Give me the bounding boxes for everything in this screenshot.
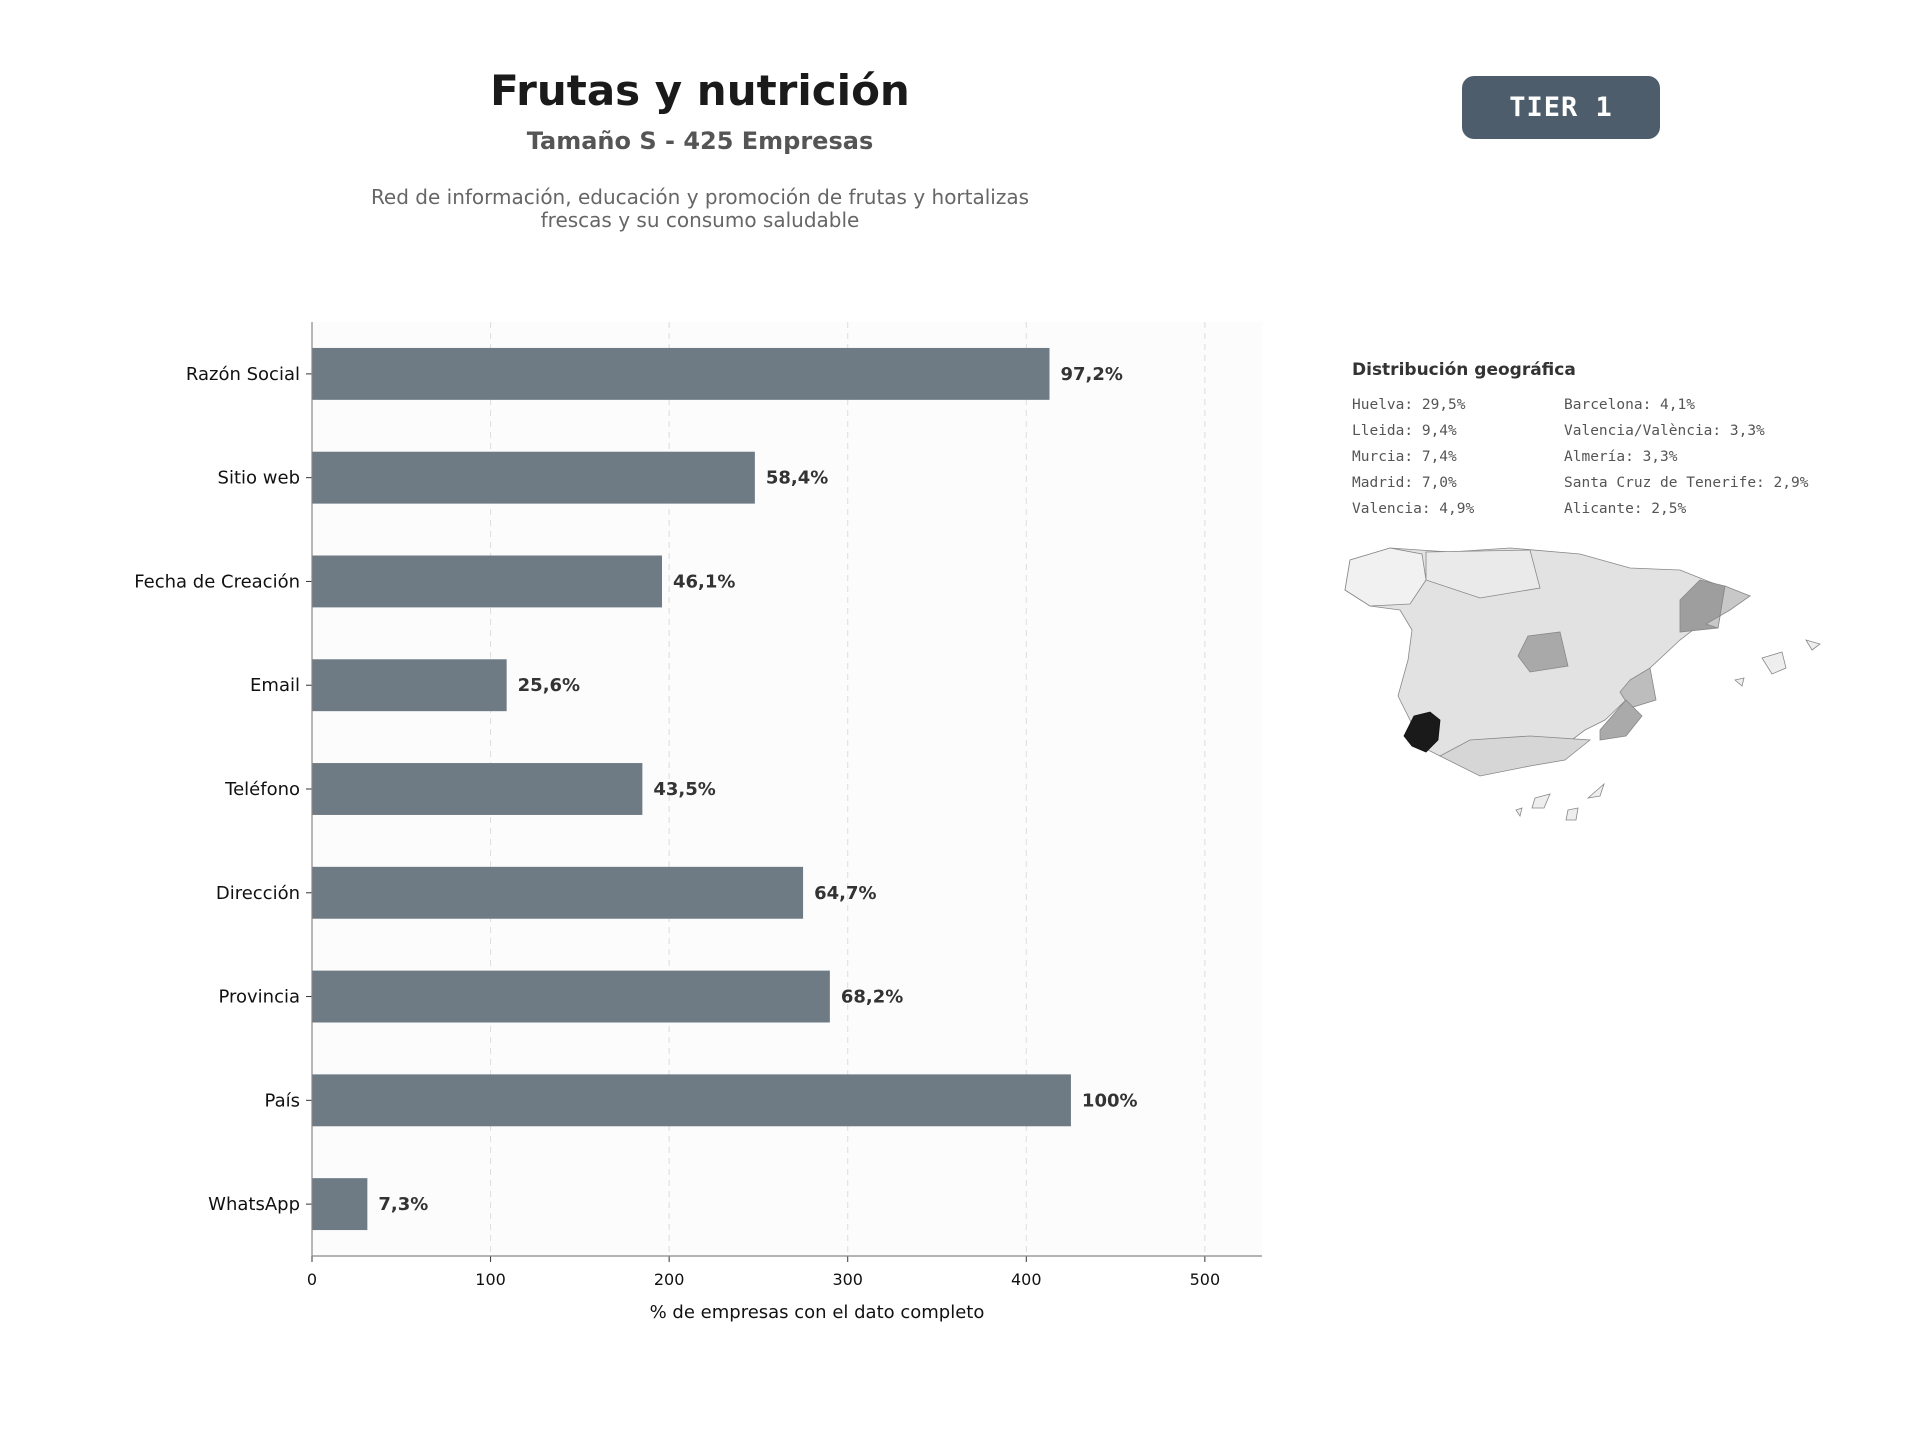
- x-tick-label: 200: [654, 1270, 685, 1289]
- y-tick-label: País: [265, 1090, 300, 1111]
- bar: [312, 763, 643, 815]
- bar-chart: 0 100 200 300 400 500 Razón Social 97,2% Sitio w…: [134, 322, 1262, 1323]
- description-line-1: Red de información, educación y promoció…: [370, 185, 1030, 209]
- map-region-murcia: [1599, 699, 1643, 741]
- map-region-south: [1439, 735, 1592, 777]
- page-description: Red de información, educación y promoció…: [300, 186, 1100, 232]
- geo-item: Alicante: 2,5%: [1564, 501, 1687, 517]
- y-tick-label: Teléfono: [224, 779, 300, 800]
- description-line-2: frescas y su consumo saludable: [540, 208, 860, 232]
- geo-list-left: Huelva: 29,5% Lleida: 9,4% Murcia: 7,4% …: [1352, 397, 1474, 527]
- x-tick-label: 500: [1190, 1270, 1221, 1289]
- map-region-catalonia: [1705, 585, 1751, 629]
- map-region-valencia: [1619, 667, 1657, 709]
- data-label: 100%: [1082, 1090, 1138, 1111]
- x-tick-label: 400: [1011, 1270, 1042, 1289]
- geo-item: Valencia: 4,9%: [1352, 501, 1475, 517]
- bar: [312, 659, 507, 712]
- x-tick-label: 0: [307, 1270, 317, 1289]
- spain-map: [1344, 547, 1821, 821]
- geo-item: Barcelona: 4,1%: [1564, 397, 1695, 413]
- geo-list-right: Barcelona: 4,1% Valencia/València: 3,3% …: [1564, 397, 1808, 527]
- geo-item: Huelva: 29,5%: [1352, 397, 1466, 413]
- tier-badge: TIER 1: [1462, 76, 1660, 139]
- geo-item: Murcia: 7,4%: [1352, 449, 1457, 465]
- geo-item: Santa Cruz de Tenerife: 2,9%: [1564, 475, 1809, 491]
- data-label: 64,7%: [814, 883, 876, 904]
- data-label: 46,1%: [673, 571, 735, 592]
- y-tick-label: Razón Social: [186, 364, 300, 385]
- map-region-huelva: [1403, 711, 1441, 753]
- geo-item: Madrid: 7,0%: [1352, 475, 1457, 491]
- map-canaries-3: [1586, 782, 1605, 799]
- page-subtitle: Tamaño S - 425 Empresas: [526, 127, 874, 155]
- bar: [312, 1178, 368, 1231]
- bar: [312, 970, 830, 1023]
- bar: [312, 1074, 1071, 1127]
- map-balearics-ibiza: [1734, 677, 1745, 687]
- x-tick-label: 100: [475, 1270, 506, 1289]
- bar: [312, 555, 662, 608]
- y-tick-label: Email: [250, 675, 300, 696]
- data-label: 58,4%: [766, 468, 828, 489]
- map-canaries-4: [1515, 807, 1523, 817]
- y-tick-label: Dirección: [216, 883, 300, 904]
- map-balearics-east: [1805, 639, 1821, 651]
- map-region-galicia: [1344, 547, 1427, 607]
- map-region-madrid: [1517, 631, 1569, 673]
- map-canaries-2: [1565, 807, 1579, 821]
- y-tick-label: Provincia: [218, 987, 300, 1008]
- data-label: 43,5%: [653, 779, 715, 800]
- map-region-north: [1425, 549, 1541, 599]
- data-label: 25,6%: [518, 675, 580, 696]
- x-axis-label: % de empresas con el dato completo: [650, 1302, 985, 1323]
- data-label: 68,2%: [841, 987, 903, 1008]
- geo-title: Distribución geográfica: [1352, 360, 1576, 380]
- bar: [312, 347, 1050, 400]
- bar: [312, 866, 804, 919]
- map-balearics: [1761, 651, 1787, 675]
- y-tick-label: WhatsApp: [208, 1194, 300, 1215]
- data-label: 97,2%: [1061, 364, 1123, 385]
- data-label: 7,3%: [378, 1194, 428, 1215]
- geo-item: Lleida: 9,4%: [1352, 423, 1457, 439]
- geo-item: Almería: 3,3%: [1564, 449, 1678, 465]
- map-canaries: [1531, 793, 1551, 809]
- y-tick-label: Fecha de Creación: [134, 571, 300, 592]
- bar: [312, 451, 755, 504]
- geo-item: Valencia/València: 3,3%: [1564, 423, 1765, 439]
- map-region-lleida: [1679, 579, 1726, 633]
- y-tick-label: Sitio web: [218, 468, 300, 489]
- x-tick-label: 300: [832, 1270, 863, 1289]
- page-title: Frutas y nutrición: [490, 66, 910, 115]
